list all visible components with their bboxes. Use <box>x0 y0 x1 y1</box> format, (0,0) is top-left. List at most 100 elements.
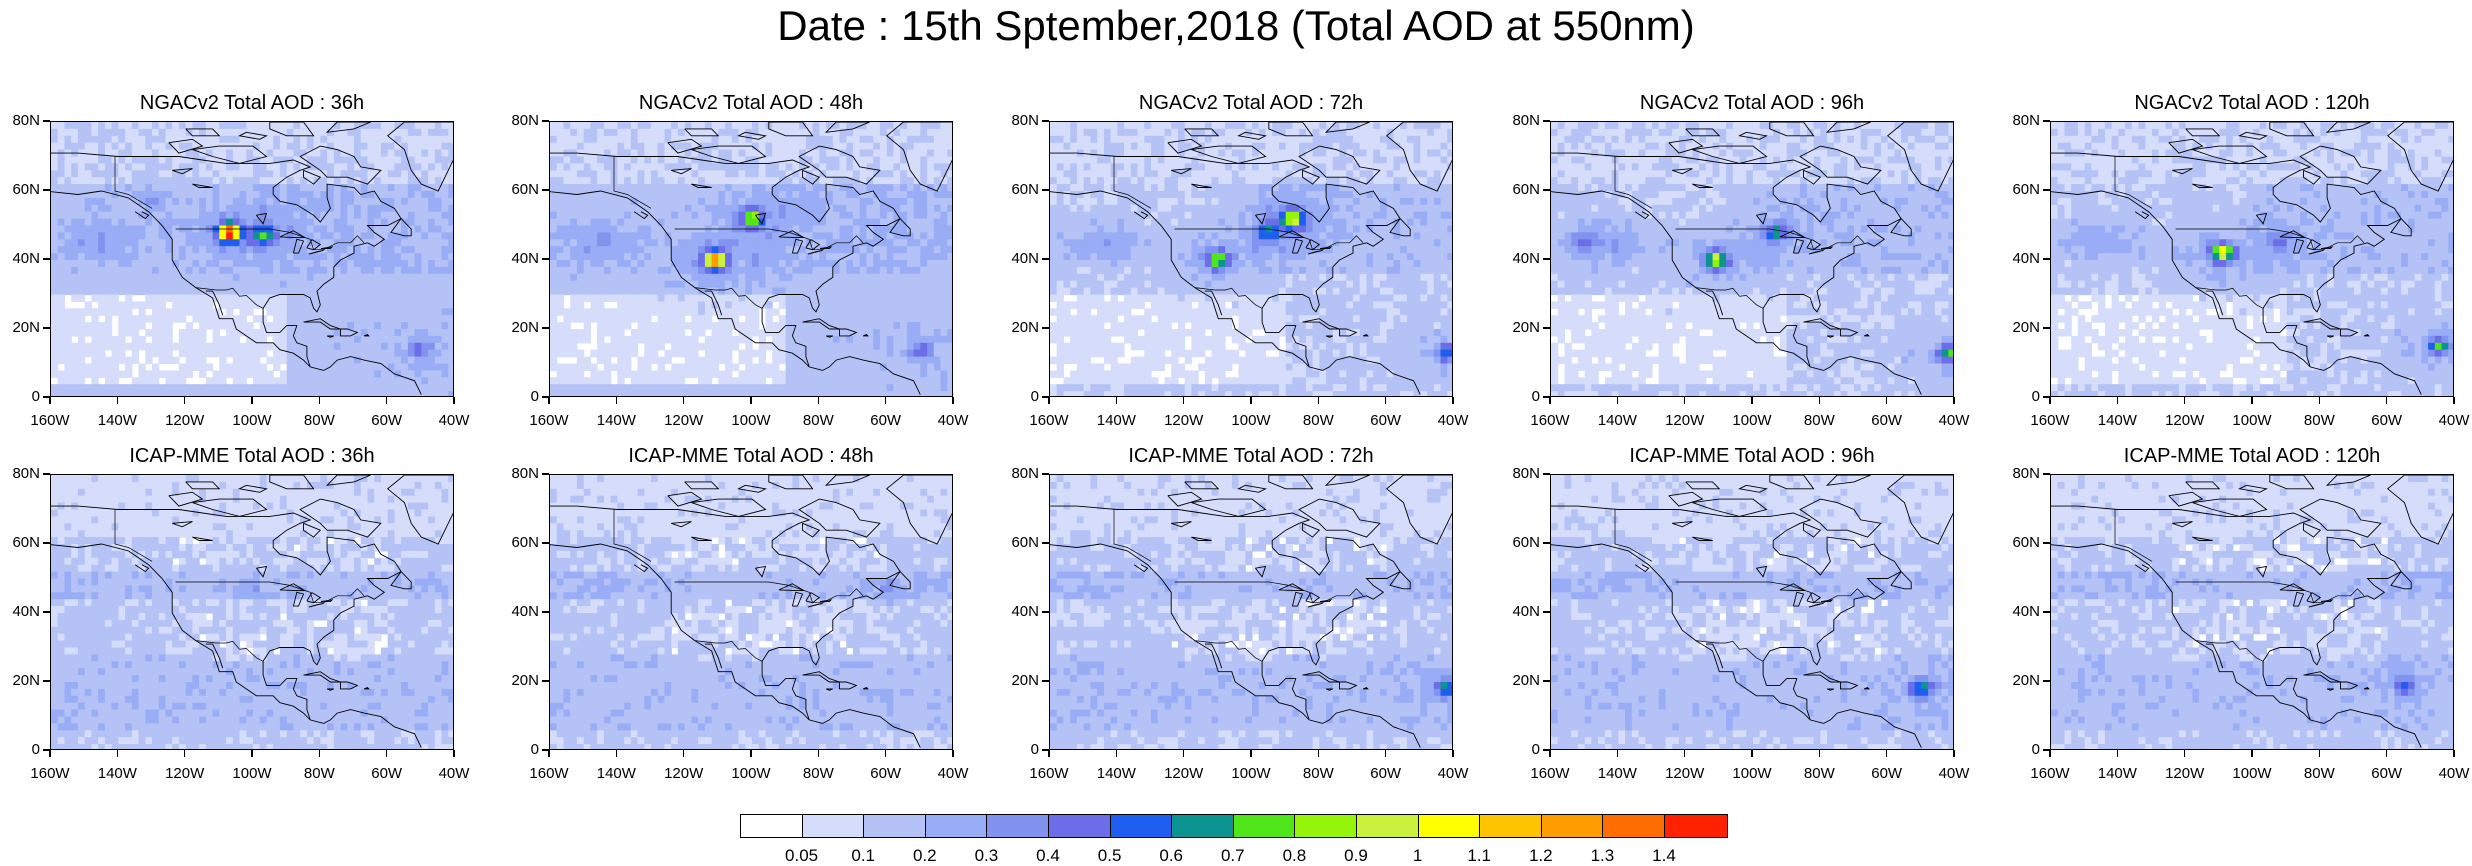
aod-cell <box>442 301 449 309</box>
aod-cell <box>394 336 401 344</box>
aod-cell <box>947 184 953 192</box>
aod-cell <box>280 308 287 316</box>
aod-cell <box>631 246 638 254</box>
aod-cell <box>584 315 591 323</box>
aod-cell <box>51 370 58 378</box>
aod-cell <box>172 315 179 323</box>
aod-cell <box>166 143 173 151</box>
aod-cell <box>671 246 678 254</box>
aod-cell <box>678 336 685 344</box>
aod-cell <box>381 301 388 309</box>
aod-cell <box>1144 143 1151 151</box>
aod-cell <box>65 143 72 151</box>
aod-cell <box>98 163 105 171</box>
aod-cell <box>58 274 65 282</box>
aod-cell <box>624 177 631 185</box>
aod-cell <box>159 157 166 165</box>
aod-cell <box>860 212 867 220</box>
aod-cell <box>927 315 934 323</box>
aod-cell <box>159 329 166 337</box>
aod-cell <box>732 239 739 247</box>
aod-cell <box>152 232 159 240</box>
aod-cell <box>685 343 692 351</box>
aod-cell <box>71 274 78 282</box>
aod-cell <box>415 350 422 358</box>
aod-cell <box>570 391 577 397</box>
aod-cell <box>91 157 98 165</box>
aod-cell <box>752 391 759 397</box>
aod-cell <box>51 219 58 227</box>
aod-cell <box>139 322 146 330</box>
aod-cell <box>799 267 806 275</box>
aod-cell <box>394 350 401 358</box>
aod-cell <box>273 384 280 392</box>
aod-cell <box>887 322 894 330</box>
aod-cell <box>354 391 361 397</box>
aod-cell <box>920 205 927 213</box>
aod-cell <box>840 322 847 330</box>
aod-cell <box>226 170 233 178</box>
aod-cell <box>152 274 159 282</box>
aod-cell <box>745 191 752 199</box>
aod-cell <box>920 219 927 227</box>
aod-cell <box>58 350 65 358</box>
aod-cell <box>1272 143 1279 151</box>
aod-cell <box>374 329 381 337</box>
aod-heatmap <box>51 122 454 397</box>
aod-cell <box>826 170 833 178</box>
aod-cell <box>112 253 119 261</box>
aod-cell <box>172 343 179 351</box>
aod-cell <box>145 288 152 296</box>
aod-cell <box>388 191 395 199</box>
aod-cell <box>354 336 361 344</box>
aod-cell <box>408 357 415 365</box>
aod-cell <box>152 157 159 165</box>
aod-cell <box>428 122 435 130</box>
aod-cell <box>206 232 213 240</box>
aod-cell <box>900 198 907 206</box>
aod-cell <box>273 226 280 234</box>
aod-cell <box>739 308 746 316</box>
aod-cell <box>388 329 395 337</box>
aod-cell <box>705 143 712 151</box>
aod-cell <box>779 170 786 178</box>
aod-cell <box>1232 136 1239 144</box>
aod-cell <box>813 253 820 261</box>
aod-cell <box>159 253 166 261</box>
aod-cell <box>199 350 206 358</box>
aod-cell <box>887 357 894 365</box>
aod-cell <box>564 391 571 397</box>
aod-cell <box>381 163 388 171</box>
aod-cell <box>139 157 146 165</box>
aod-cell <box>590 150 597 158</box>
aod-cell <box>300 136 307 144</box>
aod-cell <box>58 260 65 268</box>
aod-cell <box>584 357 591 365</box>
aod-cell <box>853 212 860 220</box>
aod-cell <box>867 364 874 372</box>
aod-cell <box>85 281 92 289</box>
aod-cell <box>341 226 348 234</box>
aod-cell <box>408 122 415 130</box>
aod-cell <box>819 232 826 240</box>
aod-cell <box>246 253 253 261</box>
aod-cell <box>139 184 146 192</box>
aod-cell <box>85 143 92 151</box>
aod-cell <box>307 336 314 344</box>
aod-cell <box>745 364 752 372</box>
aod-cell <box>725 308 732 316</box>
aod-cell <box>624 350 631 358</box>
aod-cell <box>880 246 887 254</box>
aod-cell <box>199 122 206 130</box>
aod-cell <box>907 274 914 282</box>
aod-cell <box>557 267 564 275</box>
aod-cell <box>597 322 604 330</box>
aod-cell <box>900 253 907 261</box>
aod-cell <box>98 246 105 254</box>
aod-cell <box>280 301 287 309</box>
aod-cell <box>759 384 766 392</box>
aod-cell <box>570 295 577 303</box>
aod-cell <box>388 267 395 275</box>
aod-cell <box>907 129 914 137</box>
aod-cell <box>867 322 874 330</box>
